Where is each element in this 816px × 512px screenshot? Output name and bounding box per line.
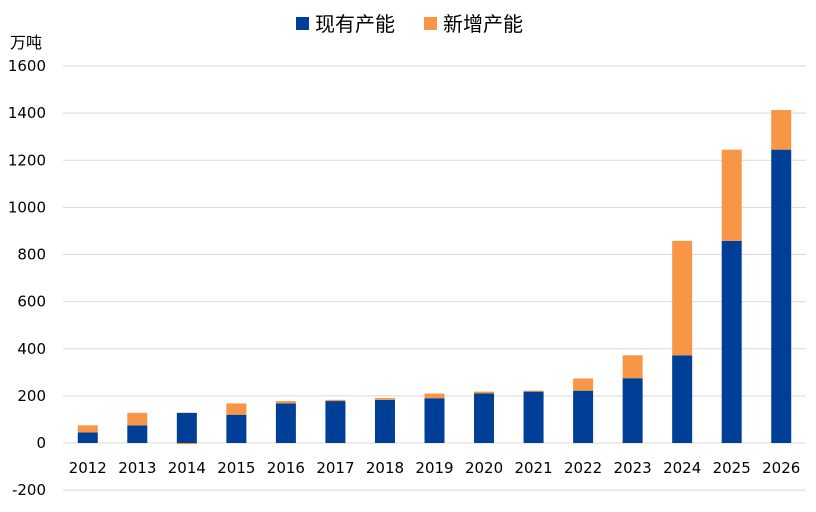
bars <box>77 110 792 445</box>
bar-new-capacity <box>374 397 395 400</box>
y-tick-label: 1000 <box>8 198 46 216</box>
x-tick-label: 2018 <box>366 459 404 477</box>
bar-new-capacity <box>771 110 792 150</box>
bar-existing-capacity <box>622 378 643 443</box>
y-tick-label: -200 <box>12 481 46 499</box>
bar-existing-capacity <box>325 401 346 443</box>
bar-existing-capacity <box>176 412 197 443</box>
y-tick-label: 1200 <box>8 151 46 169</box>
y-tick-label: 1400 <box>8 104 46 122</box>
y-tick-label: 0 <box>36 434 46 452</box>
bar-new-capacity <box>325 399 346 402</box>
x-tick-label: 2021 <box>514 459 552 477</box>
bar-new-capacity <box>672 240 693 356</box>
bar-new-capacity <box>721 149 742 241</box>
bar-new-capacity <box>424 393 445 399</box>
bar-existing-capacity <box>573 390 594 443</box>
x-tick-label: 2020 <box>465 459 503 477</box>
x-tick-label: 2026 <box>762 459 800 477</box>
x-tick-label: 2024 <box>663 459 701 477</box>
bar-existing-capacity <box>721 240 742 443</box>
bar-existing-capacity <box>672 355 693 443</box>
bar-existing-capacity <box>424 398 445 443</box>
y-tick-label: 800 <box>17 246 46 264</box>
bar-new-capacity <box>275 401 296 404</box>
x-tick-label: 2012 <box>69 459 107 477</box>
legend: 现有产能 新增产能 <box>296 12 523 36</box>
y-tick-label: 400 <box>17 340 46 358</box>
bar-new-capacity <box>474 391 495 394</box>
bar-existing-capacity <box>127 425 148 443</box>
y-tick-label: 1600 <box>8 57 46 75</box>
legend-label: 现有产能 <box>315 12 395 36</box>
bar-new-capacity <box>573 378 594 391</box>
x-tick-label: 2022 <box>564 459 602 477</box>
bar-existing-capacity <box>374 399 395 443</box>
x-tick-label: 2014 <box>168 459 206 477</box>
y-axis-unit-label: 万吨 <box>10 33 42 52</box>
legend-swatch <box>296 17 309 30</box>
legend-label: 新增产能 <box>443 12 523 36</box>
bar-new-capacity <box>523 390 544 392</box>
bar-existing-capacity <box>275 403 296 443</box>
x-tick-label: 2013 <box>118 459 156 477</box>
bar-new-capacity <box>226 403 247 415</box>
bar-new-capacity <box>176 443 197 445</box>
bar-existing-capacity <box>474 393 495 443</box>
bar-existing-capacity <box>226 414 247 443</box>
x-axis-ticks: 2012 2013 2014 2015 2016 2017 2018 2019 2020 2021… <box>69 459 801 477</box>
x-tick-label: 2016 <box>267 459 305 477</box>
bar-existing-capacity <box>771 149 792 443</box>
bar-new-capacity <box>77 425 98 433</box>
x-tick-label: 2019 <box>415 459 453 477</box>
bar-existing-capacity <box>77 432 98 443</box>
bar-existing-capacity <box>523 391 544 443</box>
x-tick-label: 2017 <box>316 459 354 477</box>
x-tick-label: 2025 <box>713 459 751 477</box>
bar-new-capacity <box>127 412 148 426</box>
bar-new-capacity <box>622 355 643 379</box>
x-tick-label: 2015 <box>217 459 255 477</box>
y-tick-label: 200 <box>17 387 46 405</box>
y-axis-ticks: -200 0 200 400 600 800 1000 1200 1400 1600 <box>8 57 46 499</box>
y-tick-label: 600 <box>17 293 46 311</box>
legend-swatch <box>424 17 437 30</box>
x-tick-label: 2023 <box>614 459 652 477</box>
